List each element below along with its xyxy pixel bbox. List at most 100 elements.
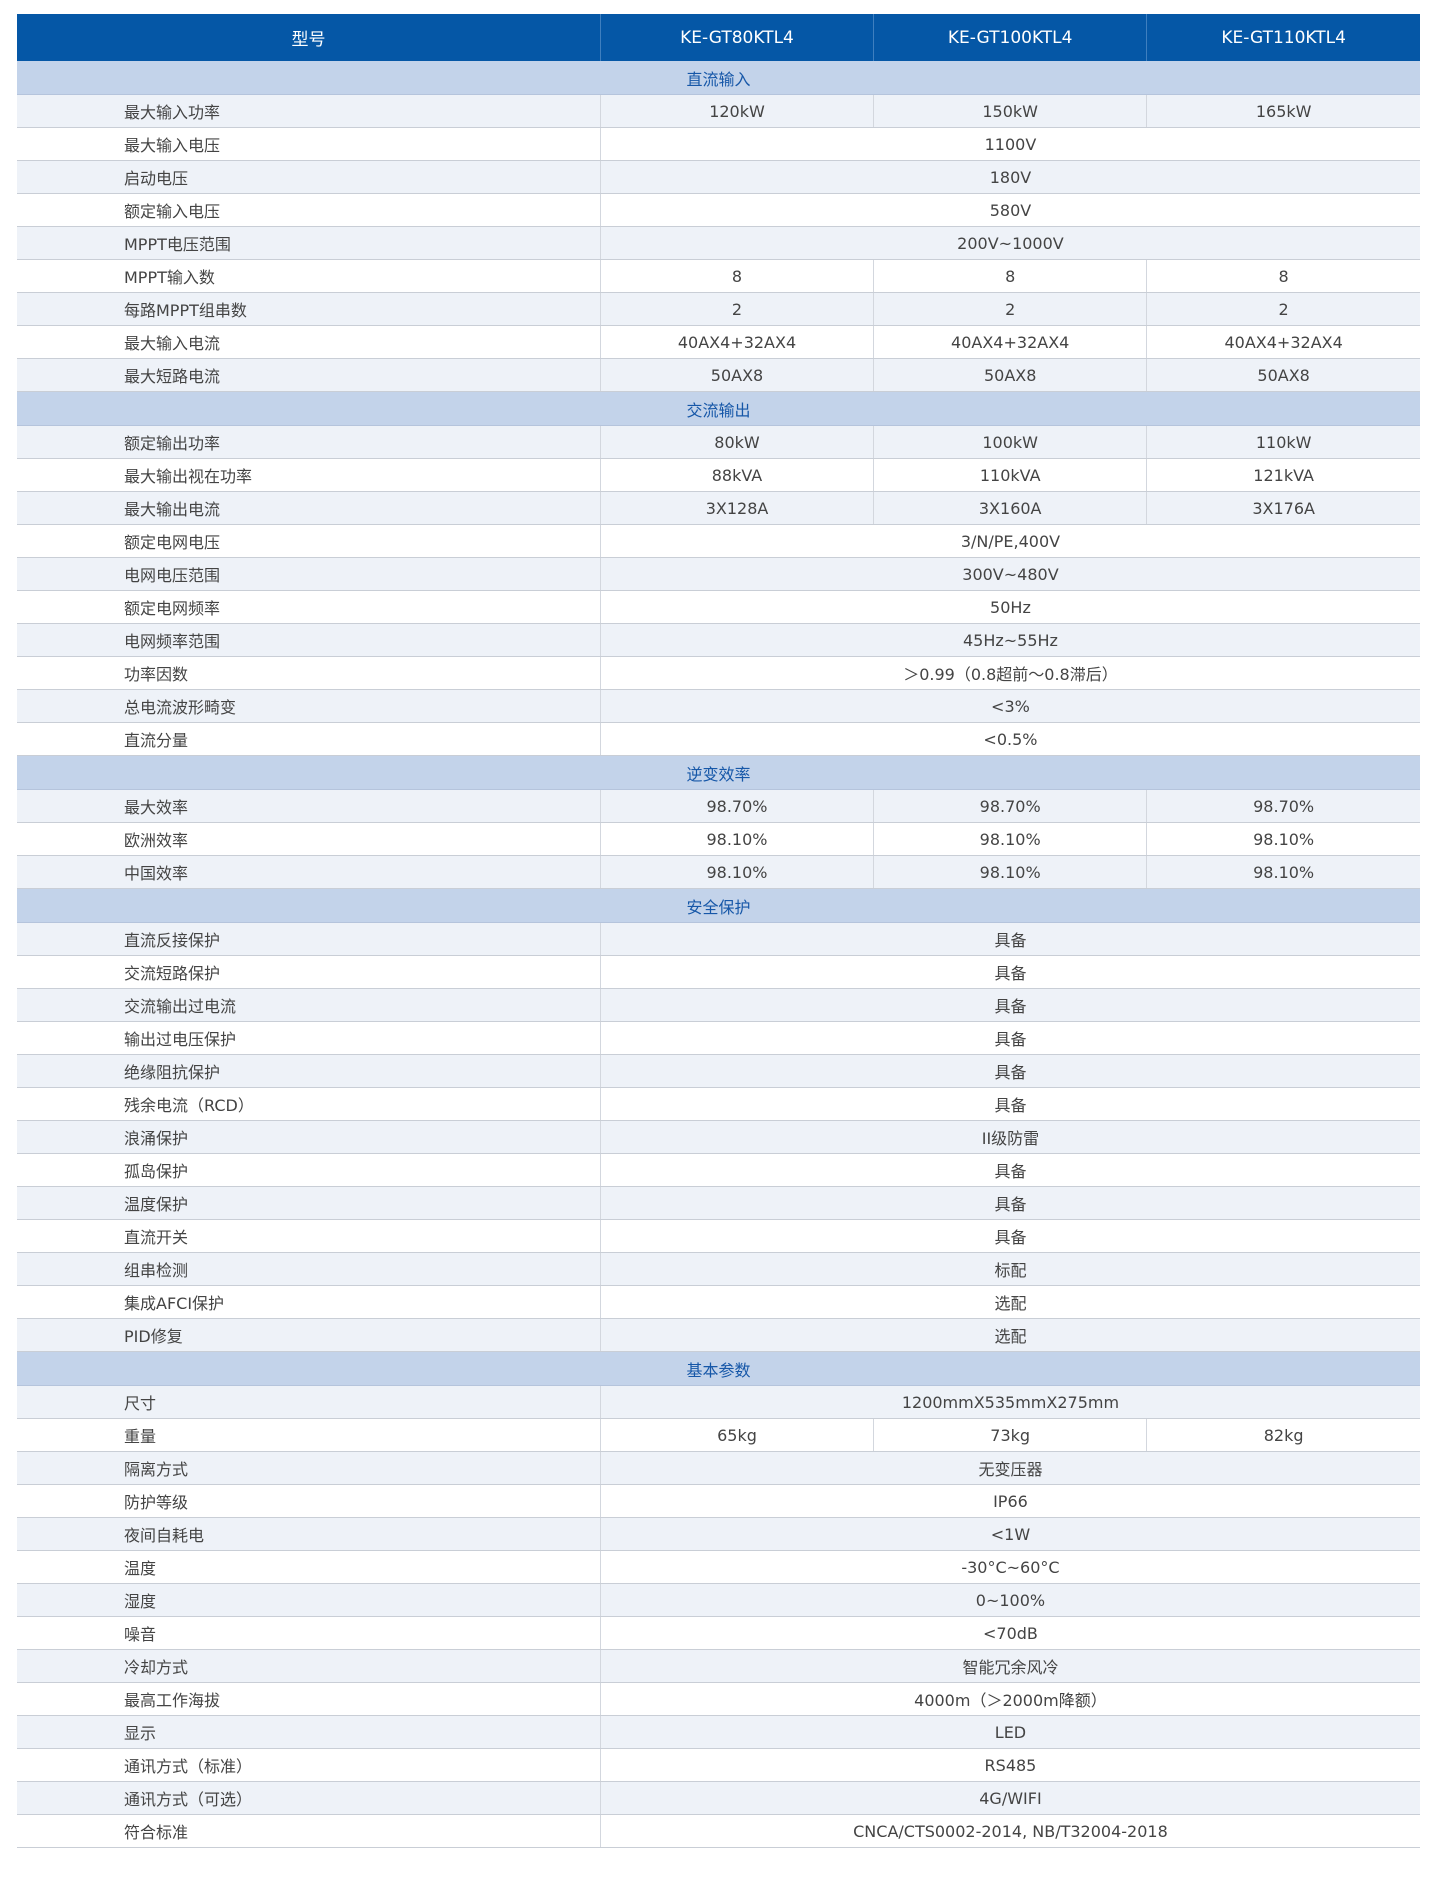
row-value: 98.70%	[599, 789, 874, 823]
row-value: <1W	[599, 1517, 1420, 1551]
row-label: 最大输出电流	[17, 491, 601, 525]
table-row: 组串检测 标配	[17, 1252, 1420, 1286]
row-value: 1100V	[599, 127, 1420, 161]
row-value: 65kg	[599, 1418, 874, 1452]
row-label: 最大输入功率	[17, 94, 601, 128]
section-title: 安全保护	[17, 888, 1420, 923]
row-label: 直流开关	[17, 1219, 601, 1253]
table-row: 温度 -30°C~60°C	[17, 1550, 1420, 1584]
row-value: 110kW	[1146, 425, 1420, 459]
row-value: 98.10%	[1146, 822, 1420, 856]
row-value: 98.10%	[873, 855, 1147, 889]
row-label: 最大输入电流	[17, 325, 601, 359]
row-value: 标配	[599, 1252, 1420, 1286]
table-row: MPPT电压范围 200V~1000V	[17, 226, 1420, 260]
row-value: 0~100%	[599, 1583, 1420, 1617]
row-value: 50AX8	[1146, 358, 1420, 392]
table-row: PID修复 选配	[17, 1318, 1420, 1352]
row-value: 73kg	[873, 1418, 1147, 1452]
row-label: 电网电压范围	[17, 557, 601, 591]
row-label: 符合标准	[17, 1814, 601, 1848]
row-value: 40AX4+32AX4	[1146, 325, 1420, 359]
section-title: 直流输入	[17, 61, 1420, 95]
spec-table: 型号 KE-GT80KTL4 KE-GT100KTL4 KE-GT110KTL4…	[17, 14, 1420, 1848]
row-label: 残余电流（RCD）	[17, 1087, 601, 1121]
row-label: 孤岛保护	[17, 1153, 601, 1187]
row-label: 通讯方式（标准）	[17, 1748, 601, 1782]
section-title: 交流输出	[17, 391, 1420, 426]
table-row: 每路MPPT组串数 2 2 2	[17, 292, 1420, 326]
row-label: 夜间自耗电	[17, 1517, 601, 1551]
table-row: 防护等级 IP66	[17, 1484, 1420, 1518]
row-value: 3X128A	[599, 491, 874, 525]
row-value: 3X176A	[1146, 491, 1420, 525]
table-row: 夜间自耗电 <1W	[17, 1517, 1420, 1551]
table-row: 集成AFCI保护 选配	[17, 1285, 1420, 1319]
model-header: KE-GT100KTL4	[873, 14, 1148, 61]
table-row: 电网电压范围 300V~480V	[17, 557, 1420, 591]
row-label: 浪涌保护	[17, 1120, 601, 1154]
section-header-row: 基本参数	[17, 1351, 1420, 1386]
table-row: 直流反接保护 具备	[17, 922, 1420, 956]
table-row: 湿度 0~100%	[17, 1583, 1420, 1617]
row-label: 欧洲效率	[17, 822, 601, 856]
table-row: 最高工作海拔 4000m（＞2000m降额）	[17, 1682, 1420, 1716]
row-value: 具备	[599, 1021, 1420, 1055]
table-row: 隔离方式 无变压器	[17, 1451, 1420, 1485]
row-label: 最大输入电压	[17, 127, 601, 161]
row-label: 额定电网电压	[17, 524, 601, 558]
row-value: 98.10%	[599, 855, 874, 889]
row-value: 180V	[599, 160, 1420, 194]
table-row: 绝缘阻抗保护 具备	[17, 1054, 1420, 1088]
table-row: 启动电压 180V	[17, 160, 1420, 194]
spec-table-body: 直流输入 最大输入功率 120kW 150kW 165kW 最大输入电压 1100V 启动电压…	[17, 61, 1420, 1848]
table-row: 最大输出视在功率 88kVA 110kVA 121kVA	[17, 458, 1420, 492]
table-row: 显示 LED	[17, 1715, 1420, 1749]
table-row: 温度保护 具备	[17, 1186, 1420, 1220]
model-header-label: 型号	[17, 14, 601, 61]
row-value: 80kW	[599, 425, 874, 459]
row-value: CNCA/CTS0002-2014, NB/T32004-2018	[599, 1814, 1420, 1848]
table-row: 总电流波形畸变 <3%	[17, 689, 1420, 723]
row-value: 2	[1146, 292, 1420, 326]
row-value: 200V~1000V	[599, 226, 1420, 260]
row-value: -30°C~60°C	[599, 1550, 1420, 1584]
table-row: 直流开关 具备	[17, 1219, 1420, 1253]
row-value: 4000m（＞2000m降额）	[599, 1682, 1420, 1716]
row-value: 82kg	[1146, 1418, 1420, 1452]
row-value: 580V	[599, 193, 1420, 227]
table-row: 输出过电压保护 具备	[17, 1021, 1420, 1055]
row-value: 100kW	[873, 425, 1147, 459]
row-value: 具备	[599, 955, 1420, 989]
row-value: 具备	[599, 1087, 1420, 1121]
row-label: 防护等级	[17, 1484, 601, 1518]
row-value: 2	[599, 292, 874, 326]
row-label: 每路MPPT组串数	[17, 292, 601, 326]
row-label: 额定电网频率	[17, 590, 601, 624]
row-value: 智能冗余风冷	[599, 1649, 1420, 1683]
model-header: KE-GT110KTL4	[1146, 14, 1420, 61]
row-value: 40AX4+32AX4	[873, 325, 1147, 359]
table-row: 额定电网频率 50Hz	[17, 590, 1420, 624]
row-label: MPPT电压范围	[17, 226, 601, 260]
table-row: 电网频率范围 45Hz~55Hz	[17, 623, 1420, 657]
row-value: 3X160A	[873, 491, 1147, 525]
section-title: 基本参数	[17, 1351, 1420, 1386]
row-label: PID修复	[17, 1318, 601, 1352]
row-value: 150kW	[873, 94, 1147, 128]
section-header-row: 安全保护	[17, 888, 1420, 923]
row-label: 额定输出功率	[17, 425, 601, 459]
row-label: 直流分量	[17, 722, 601, 756]
row-value: 具备	[599, 1153, 1420, 1187]
table-row: 尺寸 1200mmX535mmX275mm	[17, 1385, 1420, 1419]
table-row: 功率因数 ＞0.99（0.8超前～0.8滞后）	[17, 656, 1420, 690]
table-row: 最大输入电流 40AX4+32AX4 40AX4+32AX4 40AX4+32AX4	[17, 325, 1420, 359]
row-label: 集成AFCI保护	[17, 1285, 601, 1319]
row-label: 总电流波形畸变	[17, 689, 601, 723]
table-row: 孤岛保护 具备	[17, 1153, 1420, 1187]
row-value: 98.70%	[1146, 789, 1420, 823]
header-row: 型号 KE-GT80KTL4 KE-GT100KTL4 KE-GT110KTL4	[17, 14, 1420, 61]
row-label: 湿度	[17, 1583, 601, 1617]
table-row: 额定电网电压 3/N/PE,400V	[17, 524, 1420, 558]
row-value: 3/N/PE,400V	[599, 524, 1420, 558]
